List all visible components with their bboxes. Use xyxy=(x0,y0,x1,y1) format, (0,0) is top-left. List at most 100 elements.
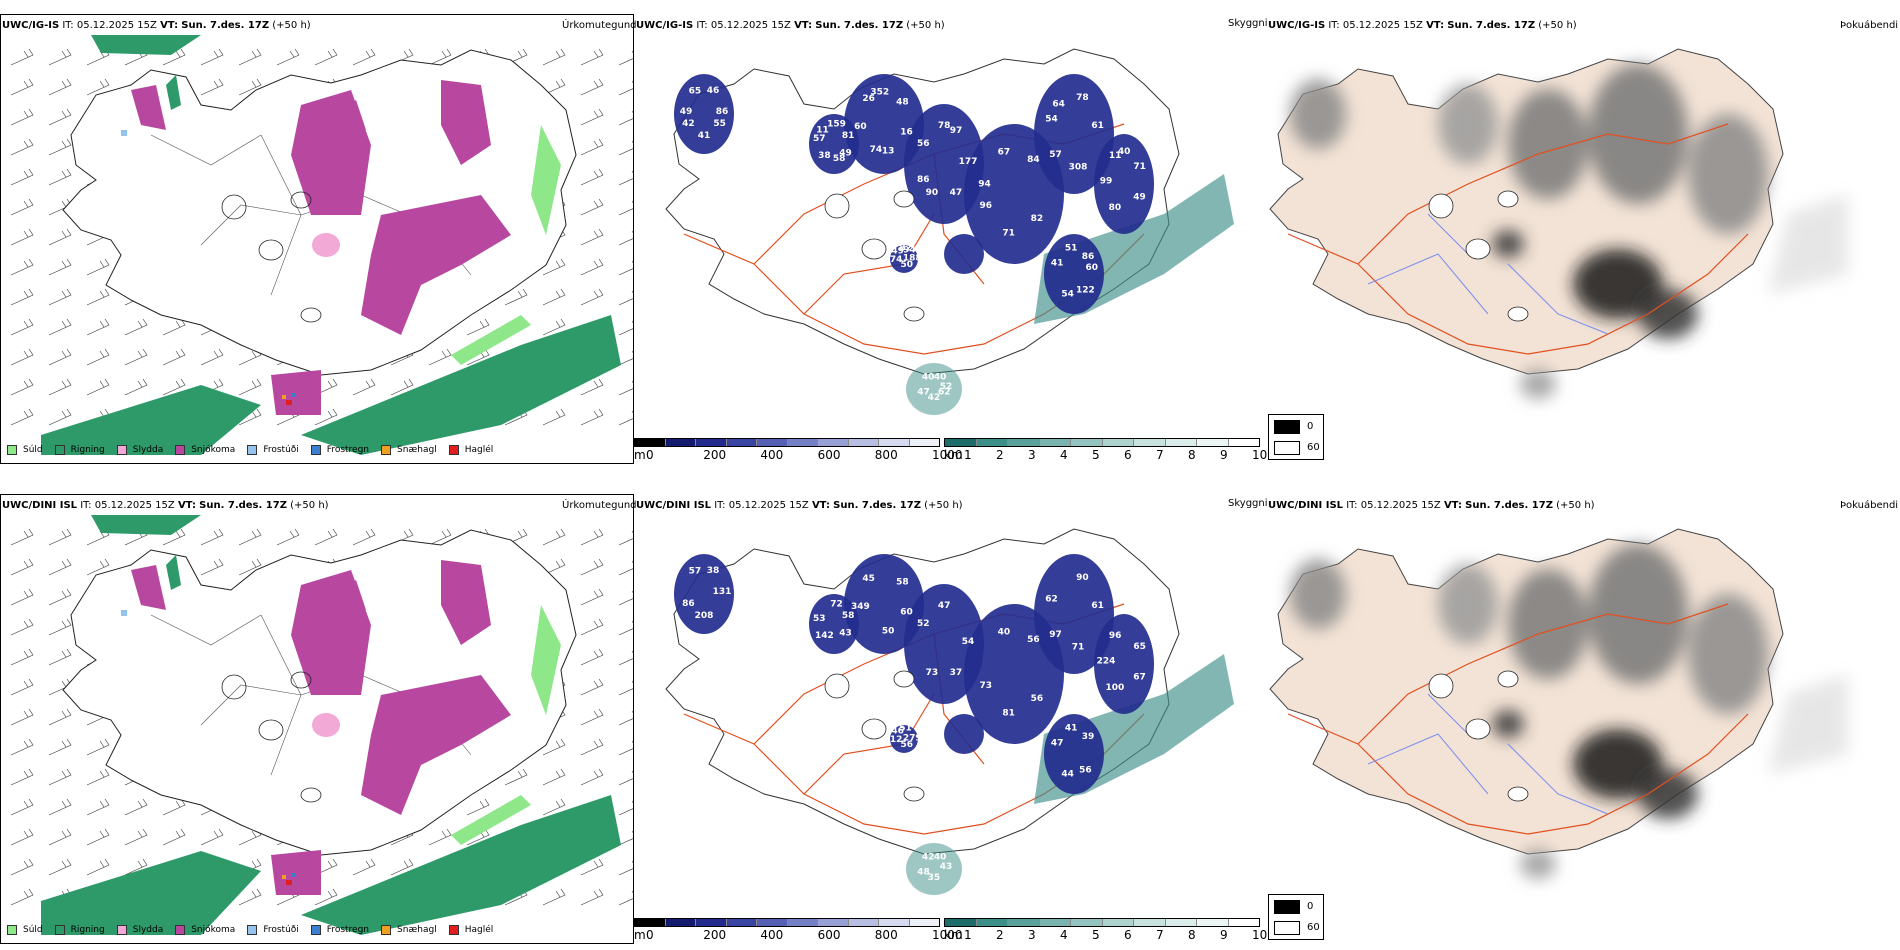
ceiling-value-label: 46 xyxy=(891,727,904,737)
ceiling-colorbar-bottom: m 0 200 400 600 800 1000 xyxy=(634,914,963,944)
ceiling-value-label: 61 xyxy=(1091,121,1104,131)
colorbar-tick: 3 xyxy=(1028,448,1036,462)
ceiling-value-label: 54 xyxy=(1045,114,1058,124)
ceiling-value-label: 64 xyxy=(1052,99,1065,109)
colorbar-tick: 7 xyxy=(1156,448,1164,462)
colorbar-unit: m xyxy=(634,448,646,462)
colorbar-tick: 0 xyxy=(646,928,654,942)
ceiling-value-label: 90 xyxy=(1076,573,1089,583)
precip-type-label-top: Úrkomutegund xyxy=(562,20,637,31)
ceiling-value-label: 99 xyxy=(1100,177,1113,187)
ceiling-value-label: 100 xyxy=(1106,683,1125,693)
ceiling-value-label: 50 xyxy=(901,260,914,270)
colorbar-unit: km xyxy=(944,448,963,462)
ceiling-value-label: 11 xyxy=(816,126,829,136)
legend-label: Snæhagl xyxy=(397,925,437,935)
ceiling-value-label: 56 xyxy=(1027,635,1040,645)
colorbar-tick: 9 xyxy=(1220,448,1228,462)
ceiling-value-label: 53 xyxy=(813,614,826,624)
colorbar-tick: 10 xyxy=(1252,928,1268,942)
ceiling-type-label-top: Skyggni xyxy=(1228,18,1268,29)
ceiling-value-label: 90 xyxy=(926,188,939,198)
ceiling-value-label: 81 xyxy=(842,131,855,141)
ceiling-value-label: 57 xyxy=(1049,150,1062,160)
fog-type-label-bottom: Þokuábendi xyxy=(1840,500,1899,511)
ceiling-value-label: 177 xyxy=(959,157,978,167)
visibility-colorbar-top: km 1 2 3 4 5 6 7 8 9 10 xyxy=(944,434,1267,464)
ceiling-value-label: 48 xyxy=(917,867,930,877)
ceiling-value-label: 41 xyxy=(1065,723,1078,733)
colorbar-tick: 6 xyxy=(1124,928,1132,942)
legend-label: Súld xyxy=(23,445,43,455)
ceiling-value-label: 71 xyxy=(1072,642,1085,652)
ceiling-value-label: 52 xyxy=(917,619,930,629)
colorbar-tick: 2 xyxy=(996,448,1004,462)
ceiling-value-label: 142 xyxy=(815,631,834,641)
colorbar-tick: 1 xyxy=(964,928,972,942)
precip-map-top xyxy=(10,35,633,455)
ceiling-value-label: 43 xyxy=(839,629,852,639)
colorbar-tick: 200 xyxy=(703,928,727,942)
fog-legend-bottom: 0 60 xyxy=(1268,894,1324,940)
ceiling-value-label: 96 xyxy=(1109,631,1122,641)
ceiling-value-label: 352 xyxy=(870,87,889,97)
fog-panel-bottom xyxy=(1268,494,1900,944)
legend-item: Snæhagl xyxy=(381,445,437,455)
ceiling-value-label: 41 xyxy=(698,131,711,141)
legend-swatch xyxy=(310,445,321,455)
ceiling-value-label: 51 xyxy=(1065,243,1078,253)
ceiling-value-label: 49 xyxy=(680,107,693,117)
ceiling-value-label: 56 xyxy=(1031,694,1044,704)
legend-swatch xyxy=(448,925,459,935)
colorbar-unit: km xyxy=(944,928,963,942)
colorbar-tick: 400 xyxy=(760,928,784,942)
colorbar-tick: 7 xyxy=(1156,928,1164,942)
colorbar-tick: 1000 xyxy=(932,448,963,462)
legend-swatch xyxy=(54,445,65,455)
ceiling-value-label: 42 xyxy=(682,119,695,129)
ceiling-value-label: 131 xyxy=(713,587,732,597)
ceiling-value-label: 60 xyxy=(854,122,867,132)
colorbar-tick: 800 xyxy=(874,928,898,942)
legend-swatch xyxy=(116,445,127,455)
ceiling-value-label: 45 xyxy=(862,574,875,584)
ceiling-value-label: 86 xyxy=(917,175,930,185)
ceiling-value-label: 54 xyxy=(1061,289,1074,299)
precip-map-bottom xyxy=(10,515,633,935)
colorbar-strip xyxy=(634,918,940,927)
ceiling-value-label: 47 xyxy=(938,601,951,611)
ceiling-value-label: 57 xyxy=(689,566,702,576)
ceiling-value-label: 73 xyxy=(926,668,939,678)
precip-panel-bottom: Súld Rigning Slydda Snjókoma Frostúði Frostre… xyxy=(0,494,634,944)
ceiling-value-label: 47 xyxy=(917,387,930,397)
ceiling-value-label: 40 xyxy=(934,853,947,863)
fog-panel-top xyxy=(1268,14,1900,464)
ceiling-value-label: 50 xyxy=(882,627,895,637)
colorbar-tick: 9 xyxy=(1220,928,1228,942)
precip-panel-top: Súld Rigning Slydda Snjókoma Frostúði Frostre… xyxy=(0,14,634,464)
legend-label: Haglél xyxy=(464,925,494,935)
legend-item: Snjókoma xyxy=(175,445,235,455)
ceiling-value-label: 73 xyxy=(979,681,992,691)
ceiling-value-label: 97 xyxy=(1049,630,1062,640)
colorbar-tick: 1 xyxy=(964,448,972,462)
ceiling-value-label: 74 xyxy=(890,255,903,265)
legend-swatch xyxy=(448,445,459,455)
ceiling-value-label: 46 xyxy=(707,86,720,96)
fog-map-top xyxy=(1269,48,1848,399)
colorbar-tick: 800 xyxy=(874,448,898,462)
ceiling-value-label: 308 xyxy=(1069,162,1088,172)
ceiling-value-label: 57 xyxy=(813,134,826,144)
legend-swatch xyxy=(175,925,186,935)
legend-label: Snjókoma xyxy=(191,445,236,455)
colorbar-unit: m xyxy=(634,928,646,942)
legend-item: Súld xyxy=(7,925,43,935)
legend-label: Snæhagl xyxy=(397,445,437,455)
fog-title-bottom: UWC/DINI ISL IT: 05.12.2025 15Z VT: Sun.… xyxy=(1268,500,1595,511)
colorbar-tick: 5 xyxy=(1092,928,1100,942)
legend-label: Rigning xyxy=(70,445,105,455)
ceiling-value-label: 62 xyxy=(938,388,951,398)
legend-item: Snjókoma xyxy=(175,925,235,935)
ceiling-value-label: 82 xyxy=(1031,214,1044,224)
ceiling-value-label: 58 xyxy=(833,154,846,164)
